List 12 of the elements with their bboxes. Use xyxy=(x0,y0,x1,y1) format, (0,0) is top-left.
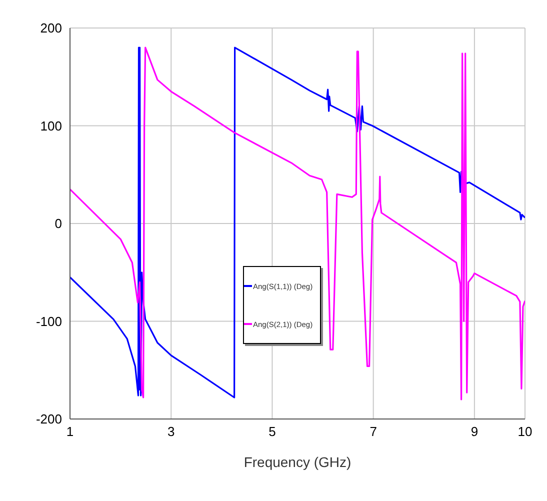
x-tick-label: 1 xyxy=(66,424,74,440)
y-tick-label: 0 xyxy=(54,216,62,232)
x-tick-label: 5 xyxy=(268,424,276,440)
x-tick-label: 9 xyxy=(470,424,478,440)
x-tick-label: 7 xyxy=(370,424,377,440)
y-tick-label: -200 xyxy=(36,412,62,427)
x-axis-title: Frequency (GHz) xyxy=(244,454,352,470)
y-tick-label: 200 xyxy=(40,20,62,36)
x-tick-label: 10 xyxy=(518,424,532,440)
y-tick-label: -100 xyxy=(36,314,62,329)
x-tick-label: 3 xyxy=(167,424,175,440)
y-tick-label: 100 xyxy=(40,118,62,134)
